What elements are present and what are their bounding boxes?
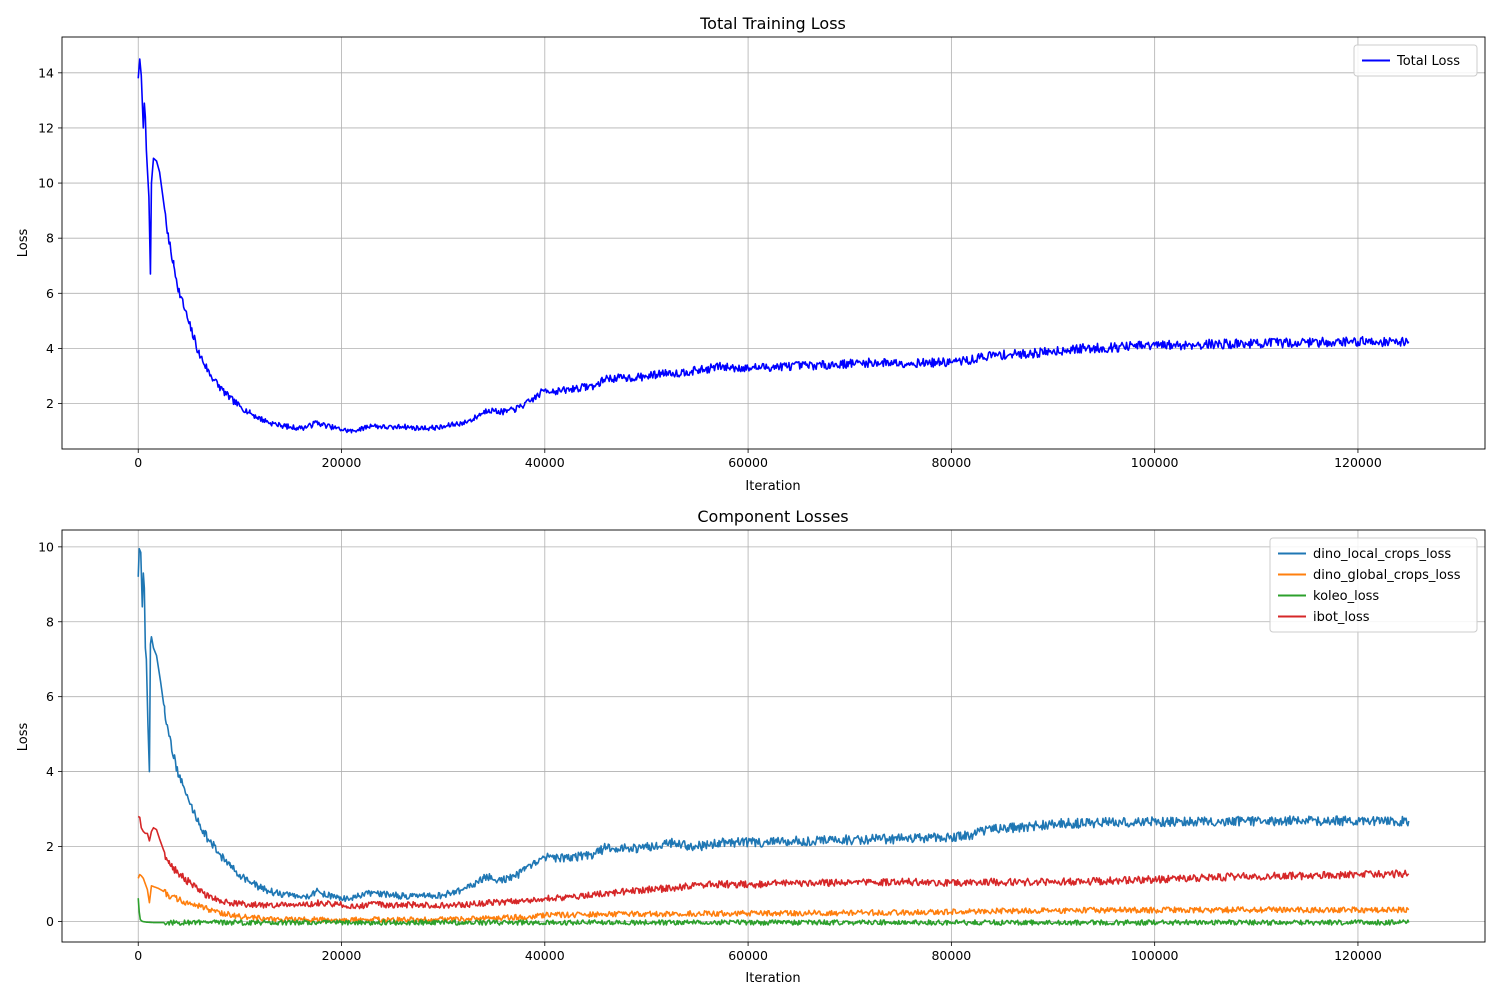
axis-ticks: 0 20000 40000 60000 80000 100000 120000 2 4 6 8 10 1… [38,65,1382,470]
series-line-dino-local-crops-loss [137,547,1410,903]
x-tick-label: 60000 [728,948,768,963]
x-tick-label: 80000 [931,948,971,963]
legend-label: ibot_loss [1313,610,1370,625]
y-tick-label: 6 [46,286,54,301]
plot-lines [137,58,1410,434]
x-tick-label: 40000 [525,948,565,963]
x-tick-label: 20000 [322,948,362,963]
legend-label: koleo_loss [1313,589,1379,604]
x-tick-label: 0 [134,455,142,470]
y-axis-label: Loss [16,723,31,752]
y-tick-label: 8 [46,231,54,246]
plot-lines [137,547,1410,926]
y-tick-label: 8 [46,614,54,629]
x-axis-label: Iteration [745,479,800,494]
y-tick-label: 4 [46,764,54,779]
series-line-koleo-loss [137,898,1410,926]
legend: Total Loss [1353,44,1478,77]
series-line-total-loss [137,58,1410,434]
x-tick-label: 20000 [322,455,362,470]
legend-box [1269,537,1478,633]
legend-box [1353,44,1478,77]
axis-ticks: 0 20000 40000 60000 80000 100000 120000 0 2 4 6 8 10 [38,539,1382,963]
series-line-ibot-loss [137,815,1410,910]
component-losses-panel: Component Losses Iteration Loss 0 20000 40… [16,507,1486,986]
y-tick-label: 4 [46,341,54,356]
y-tick-label: 0 [46,914,54,929]
y-tick-label: 10 [38,176,54,191]
x-axis-label: Iteration [745,971,800,986]
axes-frame [61,36,1486,450]
legend: dino_local_crops_loss dino_global_crops_l… [1269,537,1478,633]
grid-lines [62,37,1485,449]
x-tick-label: 60000 [728,455,768,470]
x-tick-label: 100000 [1131,455,1179,470]
chart-title: Component Losses [697,507,848,526]
x-tick-label: 100000 [1131,948,1179,963]
x-tick-label: 40000 [525,455,565,470]
y-axis-label: Loss [16,229,31,258]
legend-label: dino_local_crops_loss [1313,547,1451,562]
chart-title: Total Training Loss [699,14,846,33]
y-tick-label: 6 [46,689,54,704]
legend-label: dino_global_crops_loss [1313,568,1461,583]
y-tick-label: 2 [46,839,54,854]
y-tick-label: 10 [38,539,54,554]
y-tick-label: 14 [38,65,54,80]
y-tick-label: 2 [46,396,54,411]
axes-frame [61,529,1486,943]
x-tick-label: 120000 [1334,948,1382,963]
legend-label: Total Loss [1396,54,1460,69]
x-tick-label: 80000 [931,455,971,470]
x-tick-label: 120000 [1334,455,1382,470]
x-tick-label: 0 [134,948,142,963]
total-loss-panel: Total Training Loss Iteration Loss 0 2000… [16,14,1486,494]
y-tick-label: 12 [38,120,54,135]
